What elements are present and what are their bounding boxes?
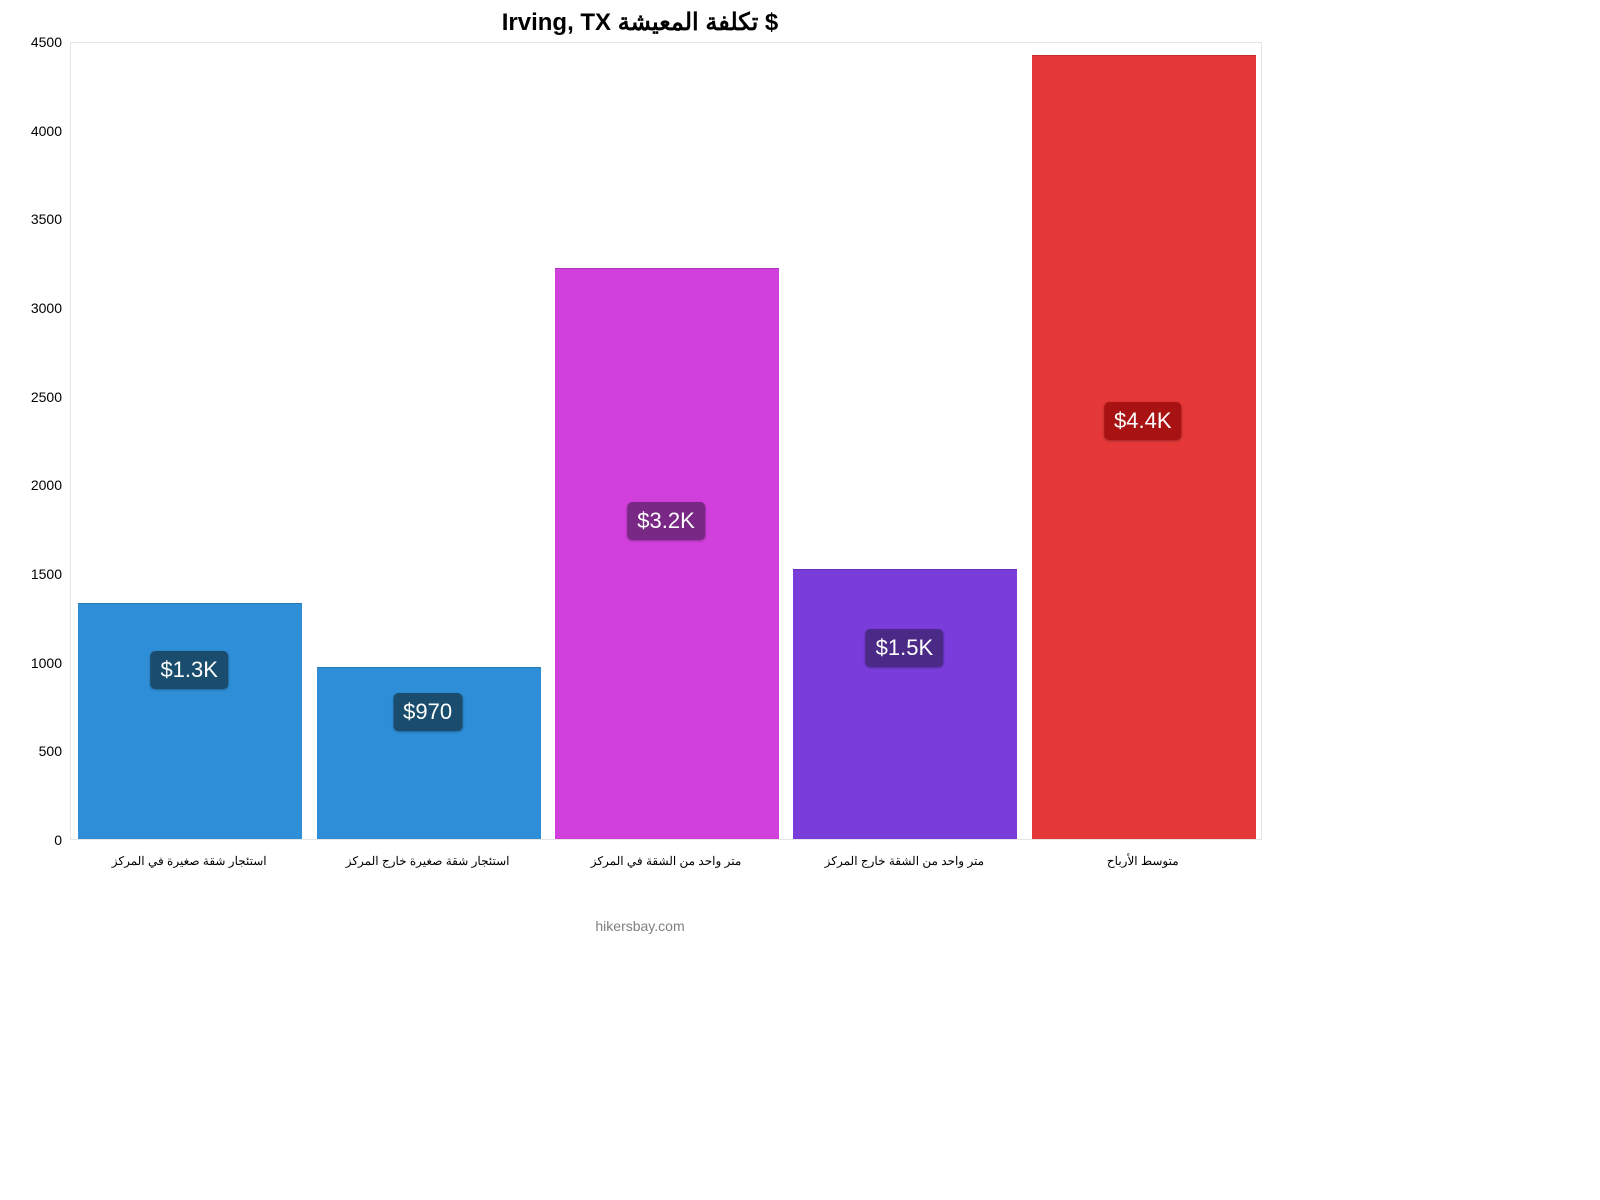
y-tick-label: 500	[2, 743, 62, 759]
y-tick-label: 1500	[2, 566, 62, 582]
bar-value-label: $970	[393, 693, 462, 731]
chart-title: Irving, TX تكلفة المعيشة $	[0, 8, 1280, 37]
y-tick-label: 2500	[2, 389, 62, 405]
plot-area	[70, 42, 1262, 840]
bar-value-label: $1.3K	[150, 651, 228, 689]
bar	[78, 603, 302, 839]
x-tick-label: متر واحد من الشقة في المركز	[591, 854, 742, 868]
y-tick-label: 3000	[2, 300, 62, 316]
x-tick-label: استئجار شقة صغيرة في المركز	[112, 854, 267, 868]
x-tick-label: متر واحد من الشقة خارج المركز	[825, 854, 984, 868]
y-tick-label: 0	[2, 832, 62, 848]
y-tick-label: 1000	[2, 655, 62, 671]
chart-footer: hikersbay.com	[0, 918, 1280, 934]
chart-container: Irving, TX تكلفة المعيشة $ hikersbay.com…	[0, 0, 1280, 960]
bar	[793, 569, 1017, 839]
bar-value-label: $3.2K	[627, 502, 705, 540]
bar	[1032, 55, 1256, 839]
x-tick-label: متوسط الأرباح	[1107, 854, 1179, 868]
y-tick-label: 2000	[2, 477, 62, 493]
bar-value-label: $1.5K	[866, 629, 944, 667]
x-tick-label: استئجار شقة صغيرة خارج المركز	[346, 854, 510, 868]
bar	[555, 268, 779, 839]
y-tick-label: 3500	[2, 211, 62, 227]
y-tick-label: 4500	[2, 34, 62, 50]
y-tick-label: 4000	[2, 123, 62, 139]
bar-value-label: $4.4K	[1104, 402, 1182, 440]
